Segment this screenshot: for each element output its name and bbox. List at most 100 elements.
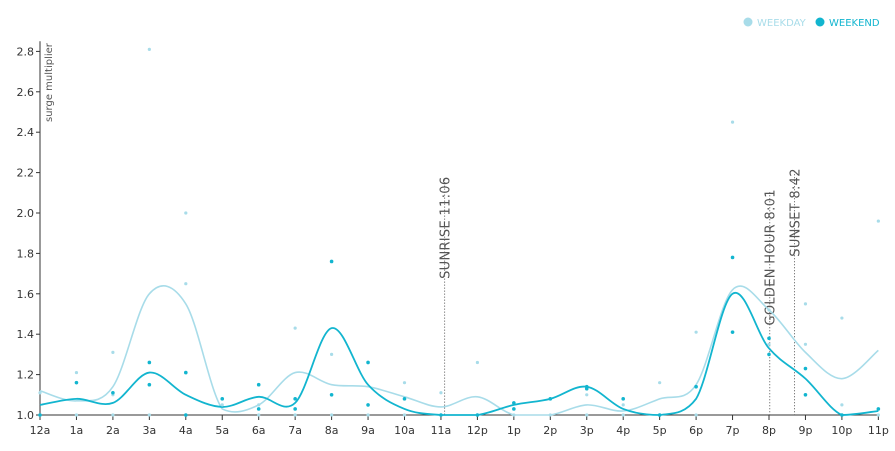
data-point-weekend <box>184 370 188 375</box>
y-tick-label: 1.6 <box>17 288 35 301</box>
data-point-weekend <box>256 407 261 411</box>
x-tick-label: 3p <box>580 424 594 437</box>
data-point-weekday <box>257 413 261 417</box>
data-point-weekend <box>329 259 334 264</box>
data-point-weekend <box>111 390 115 395</box>
data-point-weekday <box>184 282 188 286</box>
data-point-weekend <box>876 407 881 411</box>
data-point-weekday <box>585 413 589 417</box>
data-point-weekday <box>548 413 552 417</box>
y-tick-label: 2.8 <box>17 45 35 58</box>
y-tick-label: 1.0 <box>17 409 35 422</box>
y-axis-label: surge multiplier <box>44 42 55 122</box>
data-point-weekday <box>74 413 79 417</box>
data-point-weekend <box>439 413 443 417</box>
data-point-weekday <box>147 413 151 417</box>
data-point-weekday <box>402 413 407 417</box>
data-point-weekday <box>585 393 589 397</box>
x-tick-label: 7a <box>288 424 302 437</box>
x-tick-label: 4a <box>179 424 193 437</box>
data-point-weekday <box>621 413 625 417</box>
data-point-weekday <box>694 413 698 417</box>
legend-swatch-weekend <box>815 17 825 27</box>
x-tick-label: 5p <box>653 424 667 437</box>
data-point-weekend <box>840 413 844 417</box>
data-point-weekday <box>767 308 771 312</box>
data-point-weekend <box>147 360 152 365</box>
data-point-weekend <box>657 413 662 417</box>
legend-label-weekend: WEEKEND <box>829 18 880 29</box>
data-point-weekend <box>293 397 297 401</box>
y-tick-label: 2.0 <box>17 207 35 220</box>
data-point-weekend <box>475 413 480 417</box>
annotation-label: GOLDEN HOUR 8:01 <box>764 189 779 325</box>
legend-swatch-weekday <box>743 17 753 27</box>
x-tick-label: 10a <box>394 424 415 437</box>
x-tick-label: 8a <box>325 424 339 437</box>
data-point-weekday <box>512 413 516 417</box>
data-point-weekend <box>366 403 370 407</box>
data-point-weekend <box>803 393 808 397</box>
x-tick-label: 10p <box>831 424 852 437</box>
data-point-weekend <box>256 382 261 387</box>
x-tick-label: 11p <box>868 424 889 437</box>
x-tick-label: 1a <box>70 424 84 437</box>
data-point-weekend <box>220 397 225 401</box>
data-point-weekend <box>767 336 771 341</box>
data-point-weekday <box>876 219 880 223</box>
data-point-weekday <box>293 326 297 330</box>
y-axis: 1.0 1.2 1.4 1.6 1.8 2.0 2.2 2.4 2.6 2.8 <box>17 41 41 422</box>
data-point-weekend <box>584 386 589 391</box>
data-point-weekday <box>840 316 844 320</box>
data-point-weekend <box>38 413 42 417</box>
x-tick-label: 7p <box>726 424 740 437</box>
data-point-weekday <box>694 330 698 334</box>
data-point-weekday <box>257 403 261 407</box>
annotations: SUNRISE 11:06 GOLDEN HOUR 8:01 SUNSET 8:42 <box>439 168 804 415</box>
data-point-weekend <box>512 407 516 411</box>
data-point-weekday <box>147 47 151 51</box>
chart-legend: WEEKDAY WEEKEND <box>743 17 880 29</box>
data-point-weekend <box>293 407 297 411</box>
data-point-weekend <box>74 380 79 385</box>
data-point-weekday <box>876 413 880 417</box>
data-point-weekday <box>840 403 844 407</box>
data-point-weekday <box>220 403 224 407</box>
data-point-weekday <box>439 391 443 395</box>
x-tick-label: 2a <box>106 424 120 437</box>
data-point-weekday <box>111 413 115 417</box>
data-point-weekday <box>184 211 188 215</box>
data-point-weekend <box>767 352 771 357</box>
data-point-weekday <box>111 350 115 354</box>
x-tick-label: 3a <box>142 424 156 437</box>
data-point-weekend <box>512 401 516 405</box>
data-point-weekend <box>730 330 735 334</box>
annotation-label: SUNRISE 11:06 <box>439 177 454 279</box>
data-point-weekday <box>803 302 808 306</box>
data-point-weekday <box>767 342 771 346</box>
data-point-weekday <box>330 352 334 356</box>
legend-label-weekday: WEEKDAY <box>757 18 807 29</box>
x-tick-label: 8p <box>762 424 776 437</box>
data-point-weekend <box>184 413 188 417</box>
trend-lines <box>39 285 879 416</box>
data-point-weekday <box>366 413 370 417</box>
trend-line-weekend <box>39 292 879 416</box>
y-tick-label: 2.2 <box>17 167 35 180</box>
y-tick-label: 1.8 <box>17 247 35 260</box>
data-points <box>38 47 881 417</box>
x-tick-label: 6a <box>252 424 266 437</box>
x-tick-label: 9p <box>798 424 812 437</box>
data-point-weekday <box>475 360 479 365</box>
data-point-weekend <box>402 397 407 401</box>
data-point-weekday <box>658 381 662 385</box>
data-point-weekend <box>803 366 808 371</box>
x-tick-label: 5a <box>215 424 229 437</box>
x-axis: 12a 1a 2a 3a 4a 5a 6a 7a 8a 9a 10a 11a 12p 1p 2p 3p 4p 5p… <box>30 414 889 437</box>
x-tick-label: 4p <box>616 424 630 437</box>
x-tick-label: 12a <box>30 424 51 437</box>
x-tick-label: 1p <box>507 424 521 437</box>
data-point-weekday <box>330 413 334 417</box>
data-point-weekend <box>329 393 334 397</box>
